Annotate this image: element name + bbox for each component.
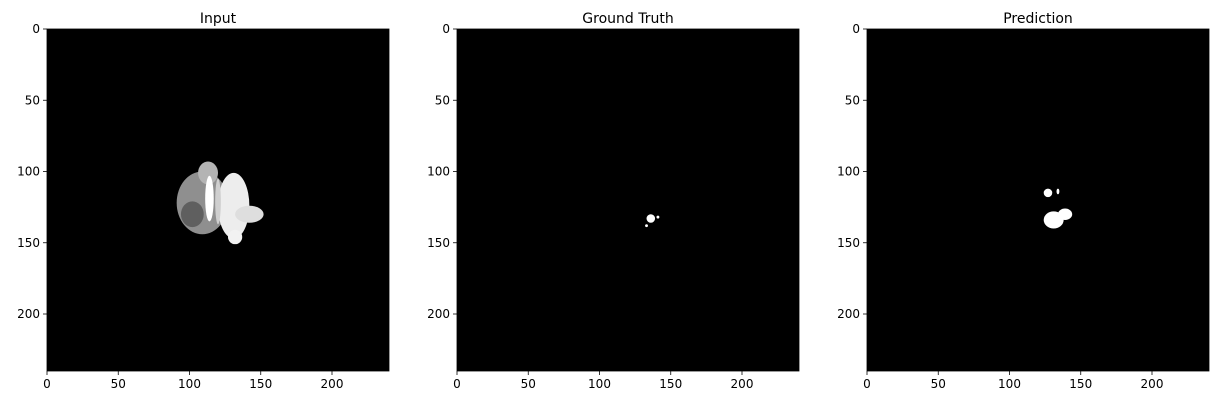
x-tick-label: 100: [998, 377, 1021, 391]
image-region: [1057, 208, 1073, 220]
x-tick-label: 0: [863, 377, 871, 391]
image-region: [227, 229, 243, 245]
panel-2: Ground Truth 0 50 100 150 200 0 50 100 150 200: [427, 11, 800, 391]
image-region: [180, 201, 204, 228]
x-tick-label: 50: [521, 377, 536, 391]
image-region: [198, 161, 218, 185]
x-tick-label: 100: [178, 377, 201, 391]
x-tick-label: 150: [659, 377, 682, 391]
y-tick-label: 50: [435, 93, 450, 107]
x-tick-label: 150: [1069, 377, 1092, 391]
x-tick-label: 0: [43, 377, 51, 391]
image-region: [205, 175, 214, 222]
image-region: [646, 214, 656, 223]
x-tick-label: 100: [588, 377, 611, 391]
image-region: [215, 178, 221, 225]
image-region: [1056, 188, 1060, 195]
panel-title: Input: [200, 11, 237, 27]
image-region: [1043, 188, 1053, 198]
x-tick-label: 50: [931, 377, 946, 391]
y-tick-label: 150: [17, 236, 40, 250]
y-tick-label: 0: [32, 22, 40, 36]
x-tick-label: 200: [731, 377, 754, 391]
x-tick-label: 200: [1141, 377, 1164, 391]
y-tick-label: 100: [837, 165, 860, 179]
y-tick-label: 150: [427, 236, 450, 250]
panel-title: Ground Truth: [582, 11, 673, 27]
image-region: [656, 215, 660, 219]
panel-3: Prediction 0 50 100 150 200 0 50 100 150 200: [837, 11, 1210, 391]
axes-frame: [456, 28, 800, 372]
y-tick-label: 200: [837, 307, 860, 321]
image-background: [457, 29, 799, 371]
image-content: [176, 161, 264, 245]
image-content: [645, 214, 660, 228]
y-tick-label: 0: [852, 22, 860, 36]
panel-title: Prediction: [1003, 11, 1073, 27]
y-tick-label: 50: [845, 93, 860, 107]
axes-frame: [46, 28, 390, 372]
x-tick-label: 200: [321, 377, 344, 391]
y-tick-label: 100: [427, 165, 450, 179]
y-tick-label: 50: [25, 93, 40, 107]
x-tick-label: 50: [111, 377, 126, 391]
image-region: [218, 172, 250, 239]
image-region: [645, 224, 648, 228]
image-content: [1043, 188, 1073, 229]
y-tick-label: 0: [442, 22, 450, 36]
y-tick-label: 200: [427, 307, 450, 321]
axes-frame: [866, 28, 1210, 372]
y-tick-label: 100: [17, 165, 40, 179]
y-tick-label: 150: [837, 236, 860, 250]
image-background: [867, 29, 1209, 371]
y-tick-label: 200: [17, 307, 40, 321]
x-tick-label: 150: [249, 377, 272, 391]
x-tick-label: 0: [453, 377, 461, 391]
panel-1: Input 0 50 100 150 200 0 50 100 150 200: [17, 11, 390, 391]
image-region: [235, 205, 264, 223]
